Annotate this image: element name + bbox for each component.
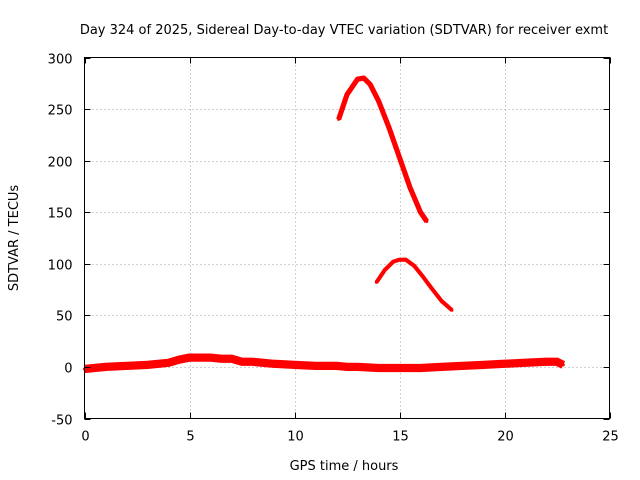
data-point-baseline (314, 364, 317, 368)
data-point-baseline (209, 356, 212, 360)
y-axis-label: SDTVAR / TECUs (7, 185, 22, 292)
data-point-arc-1 (425, 220, 429, 223)
data-point-arc-2 (383, 268, 387, 272)
data-point-baseline (398, 366, 401, 370)
data-point-arc-2 (391, 260, 395, 264)
axis-ticks: -50 0 50 100 150 200 250 300 0 5 10 15 20 25 (48, 53, 619, 445)
data-point-arc-2 (421, 274, 425, 278)
data-point-baseline (461, 364, 464, 368)
y-tick-label: 250 (48, 104, 73, 119)
data-point-baseline (230, 357, 233, 361)
data-point-arc-1 (337, 117, 341, 121)
data-point-baseline (356, 365, 359, 369)
data-point-baseline (219, 357, 223, 361)
data-point-arc-2 (374, 280, 378, 284)
x-axis-label: GPS time / hours (290, 459, 399, 474)
x-tick-label: 10 (287, 430, 304, 445)
data-point-arc-2 (412, 264, 416, 268)
chart-title: Day 324 of 2025, Sidereal Day-to-day VTE… (80, 23, 608, 38)
data-point-baseline (104, 365, 107, 369)
data-series (83, 75, 566, 374)
data-point-baseline (125, 364, 128, 368)
data-point-baseline (293, 363, 296, 367)
data-point-arc-1 (362, 76, 366, 80)
data-point-arc-1 (356, 77, 359, 81)
data-point-baseline (555, 360, 559, 364)
data-point-baseline (482, 363, 485, 367)
x-tick-label: 25 (602, 430, 619, 445)
data-point-arc-1 (345, 93, 349, 97)
data-point-baseline (272, 362, 275, 366)
data-point-baseline (335, 364, 338, 368)
data-point-baseline (345, 365, 349, 369)
data-point-baseline (146, 363, 149, 367)
data-point-baseline (524, 361, 527, 365)
data-point-baseline (198, 356, 202, 360)
data-point-baseline (440, 365, 443, 369)
x-tick-label: 15 (392, 430, 409, 445)
data-point-baseline (188, 356, 191, 360)
data-point-arc-1 (377, 99, 380, 103)
y-tick-label: 0 (64, 362, 72, 377)
data-point-baseline (419, 366, 422, 370)
y-tick-label: 150 (48, 207, 73, 222)
data-point-baseline (167, 361, 170, 365)
x-tick-label: 0 (81, 430, 89, 445)
data-point-arc-1 (398, 156, 401, 159)
y-tick-label: 50 (56, 310, 73, 325)
data-point-arc-2 (398, 258, 401, 262)
x-tick-label: 20 (497, 430, 514, 445)
y-tick-label: -50 (51, 414, 72, 429)
data-point-baseline (240, 360, 244, 364)
data-point-baseline (561, 363, 565, 367)
y-tick-label: 200 (48, 156, 73, 171)
data-point-arc-2 (450, 308, 454, 312)
data-point-baseline (177, 358, 181, 362)
data-point-arc-2 (404, 258, 408, 262)
data-point-baseline (503, 362, 506, 366)
data-point-arc-1 (387, 126, 391, 130)
series-arc-1 (336, 75, 429, 223)
series-arc-2 (374, 257, 454, 312)
plot-frame (84, 57, 610, 419)
data-point-baseline (251, 360, 254, 364)
data-point-arc-1 (368, 82, 372, 86)
data-point-arc-2 (440, 299, 443, 303)
x-tick-label: 5 (186, 430, 194, 445)
y-tick-label: 100 (48, 259, 73, 274)
data-point-arc-2 (429, 286, 433, 289)
data-point-baseline (545, 360, 548, 364)
data-point-arc-1 (408, 186, 412, 189)
series-baseline (84, 353, 566, 374)
data-point-arc-1 (419, 210, 422, 214)
y-tick-label: 300 (48, 53, 73, 68)
data-point-baseline (377, 366, 380, 370)
